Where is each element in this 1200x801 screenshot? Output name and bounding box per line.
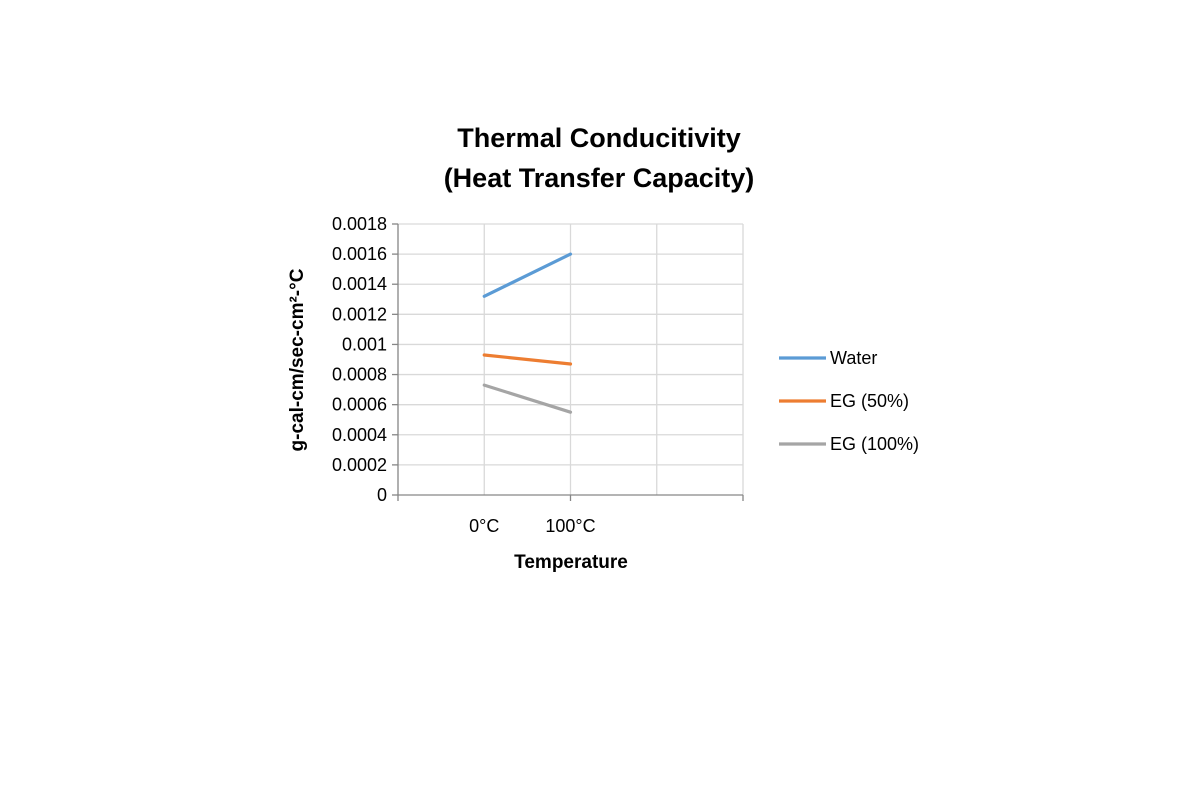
y-tick-label: 0.001 — [342, 334, 387, 354]
chart-title-line-2: (Heat Transfer Capacity) — [444, 163, 755, 193]
x-tick-label: 100°C — [545, 516, 595, 536]
legend: Water EG (50%) EG (100%) — [779, 348, 919, 454]
y-tick-label: 0.0016 — [332, 244, 387, 264]
y-tick-label: 0.0004 — [332, 425, 387, 445]
chart-title: Thermal Conducitivity (Heat Transfer Cap… — [444, 123, 755, 193]
series-line — [482, 252, 573, 298]
x-axis-ticks: 0°C 100°C — [469, 516, 595, 536]
y-axis-title: g-cal-cm/sec-cm²-°C — [287, 268, 308, 451]
legend-label: EG (50%) — [830, 391, 909, 411]
y-tick-label: 0.0006 — [332, 395, 387, 415]
y-tick-label: 0.0018 — [332, 214, 387, 234]
series-lines — [482, 252, 573, 414]
y-tick-label: 0.0008 — [332, 365, 387, 385]
y-tick-label: 0.0014 — [332, 274, 387, 294]
y-tick-label: 0.0002 — [332, 455, 387, 475]
x-axis-title: Temperature — [514, 552, 628, 573]
grid — [398, 223, 744, 495]
series-line — [482, 383, 573, 414]
legend-label: Water — [830, 348, 877, 368]
x-tick-label: 0°C — [469, 516, 499, 536]
legend-label: EG (100%) — [830, 434, 919, 454]
chart-title-line-1: Thermal Conducitivity — [457, 123, 741, 153]
y-tick-label: 0 — [377, 485, 387, 505]
y-axis-ticks: 0.0018 0.0016 0.0014 0.0012 0.001 0.0008 0.000… — [332, 214, 387, 505]
axes — [392, 223, 744, 501]
y-tick-label: 0.0012 — [332, 304, 387, 324]
series-line — [482, 353, 573, 366]
